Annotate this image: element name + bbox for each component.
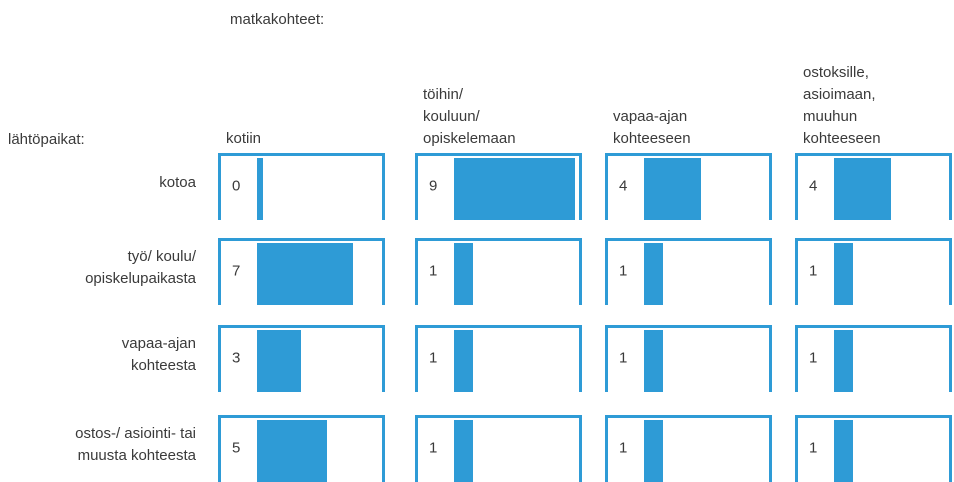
column-label: ostoksille, asioimaan, muuhun kohteeseen xyxy=(803,64,881,147)
cell-box xyxy=(218,325,385,392)
bar xyxy=(454,158,576,220)
cell-box xyxy=(795,238,952,305)
cell-box xyxy=(795,415,952,482)
row-label: ostos-/ asiointi- tai muusta kohteesta xyxy=(75,425,196,464)
bar xyxy=(644,330,663,392)
value-label: 1 xyxy=(429,262,438,280)
bar xyxy=(644,158,702,220)
cell-box xyxy=(795,325,952,392)
row-title: lähtöpaikat: xyxy=(8,131,85,148)
value-label: 1 xyxy=(429,439,438,457)
cell-box xyxy=(218,238,385,305)
bar xyxy=(834,330,853,392)
cell-box xyxy=(605,415,772,482)
bar xyxy=(644,243,663,305)
cell-box xyxy=(605,325,772,392)
value-label: 1 xyxy=(809,439,818,457)
column-label: vapaa-ajan kohteeseen xyxy=(613,108,691,147)
value-label: 1 xyxy=(809,262,818,280)
value-label: 9 xyxy=(429,177,438,195)
cell-box xyxy=(415,238,582,305)
value-label: 1 xyxy=(619,439,628,457)
bar xyxy=(644,420,663,482)
cell-box xyxy=(218,153,385,220)
bar xyxy=(257,420,327,482)
row-label: vapaa-ajan kohteesta xyxy=(121,335,196,374)
cell-box xyxy=(795,153,952,220)
value-label: 1 xyxy=(809,349,818,367)
bar xyxy=(834,158,892,220)
cell-box xyxy=(605,238,772,305)
cell-box xyxy=(415,325,582,392)
cell-box xyxy=(415,153,582,220)
bar xyxy=(454,420,473,482)
value-label: 1 xyxy=(619,349,628,367)
bar xyxy=(834,420,853,482)
row-label: työ/ koulu/ opiskelupaikasta xyxy=(85,248,196,287)
column-label: töihin/ kouluun/ opiskelemaan xyxy=(423,86,516,147)
cell-box xyxy=(218,415,385,482)
value-label: 7 xyxy=(232,262,241,280)
bar xyxy=(257,243,353,305)
value-label: 1 xyxy=(619,262,628,280)
value-label: 0 xyxy=(232,177,241,195)
value-label: 4 xyxy=(619,177,628,195)
value-label: 1 xyxy=(429,349,438,367)
bar xyxy=(454,243,473,305)
column-title: matkakohteet: xyxy=(230,11,325,28)
value-label: 5 xyxy=(232,439,241,457)
value-label: 3 xyxy=(232,349,241,367)
cell-box xyxy=(605,153,772,220)
bar xyxy=(454,330,473,392)
value-label: 4 xyxy=(809,177,818,195)
column-label: kotiin xyxy=(226,130,262,147)
row-label: kotoa xyxy=(159,174,196,191)
bar xyxy=(834,243,853,305)
bar xyxy=(257,330,302,392)
cell-box xyxy=(415,415,582,482)
bar xyxy=(257,158,263,220)
